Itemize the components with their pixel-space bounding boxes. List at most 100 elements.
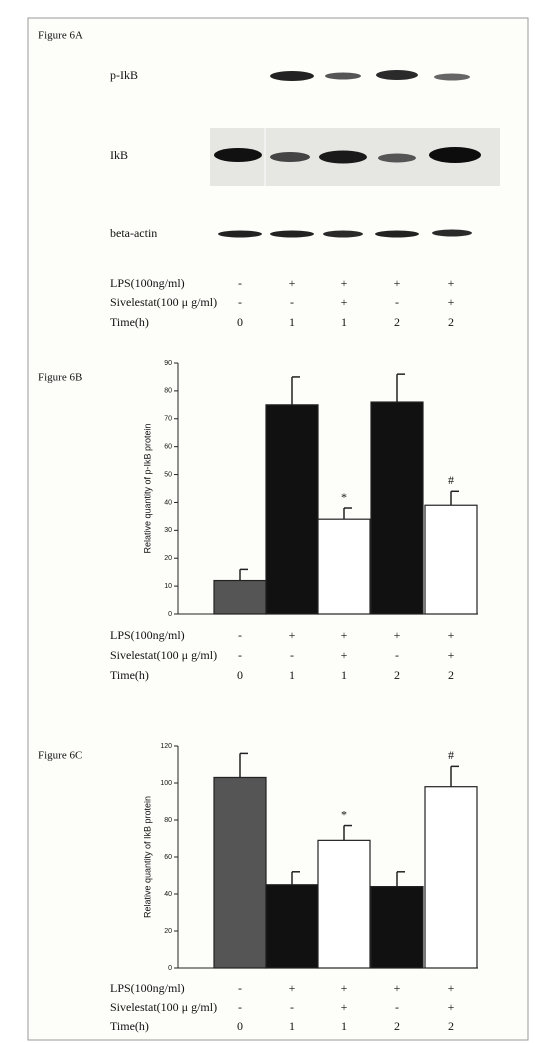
bar	[318, 519, 370, 614]
condition-value: +	[289, 276, 296, 290]
condition-value: 0	[237, 1019, 243, 1033]
condition-value: +	[341, 276, 348, 290]
condition-value: -	[238, 276, 242, 290]
y-tick-label: 80	[164, 817, 172, 824]
y-tick-label: 0	[168, 965, 172, 972]
condition-value: +	[341, 648, 348, 662]
condition-name: Time(h)	[110, 1019, 149, 1033]
y-tick-label: 90	[164, 360, 172, 367]
bar	[425, 787, 477, 968]
annotation: #	[448, 473, 454, 487]
condition-value: -	[238, 295, 242, 309]
condition-value: 0	[237, 668, 243, 682]
condition-name: LPS(100ng/ml)	[110, 981, 185, 995]
band-label: beta-actin	[110, 226, 157, 240]
y-tick-label: 80	[164, 388, 172, 395]
band	[376, 70, 418, 80]
condition-name: Time(h)	[110, 668, 149, 682]
y-axis-label: Relative quantity of p-IkB protein	[142, 423, 152, 553]
y-tick-label: 30	[164, 527, 172, 534]
y-tick-label: 40	[164, 891, 172, 898]
condition-value: +	[394, 981, 401, 995]
condition-value: 1	[341, 315, 347, 329]
band	[378, 154, 416, 163]
bar	[425, 505, 477, 614]
condition-value: -	[395, 1000, 399, 1014]
condition-value: 2	[394, 1019, 400, 1033]
condition-value: 0	[237, 315, 243, 329]
condition-value: +	[394, 276, 401, 290]
y-tick-label: 50	[164, 471, 172, 478]
y-tick-label: 60	[164, 444, 172, 451]
annotation: #	[448, 748, 454, 762]
condition-value: 1	[289, 1019, 295, 1033]
condition-value: 2	[394, 315, 400, 329]
condition-value: 1	[341, 668, 347, 682]
bar	[371, 887, 423, 968]
y-tick-label: 0	[168, 611, 172, 618]
condition-value: +	[448, 1000, 455, 1014]
condition-value: +	[341, 981, 348, 995]
band-label: p-IkB	[110, 68, 138, 82]
condition-value: 2	[394, 668, 400, 682]
condition-value: +	[289, 981, 296, 995]
y-tick-label: 10	[164, 583, 172, 590]
condition-name: Time(h)	[110, 315, 149, 329]
bar	[266, 885, 318, 968]
condition-value: +	[448, 276, 455, 290]
condition-value: +	[448, 295, 455, 309]
condition-name: Sivelestat(100 μ g/ml)	[110, 1000, 217, 1014]
condition-value: -	[290, 295, 294, 309]
bar	[214, 581, 266, 614]
condition-value: +	[341, 628, 348, 642]
condition-value: -	[290, 648, 294, 662]
condition-name: Sivelestat(100 μ g/ml)	[110, 648, 217, 662]
condition-value: 1	[341, 1019, 347, 1033]
panel-title: Figure 6A	[38, 30, 83, 42]
condition-value: -	[238, 981, 242, 995]
condition-value: -	[238, 1000, 242, 1014]
y-tick-label: 60	[164, 854, 172, 861]
panel-title: Figure 6C	[38, 750, 82, 762]
condition-value: +	[341, 1000, 348, 1014]
condition-value: 2	[448, 1019, 454, 1033]
band	[270, 71, 314, 81]
figure: Figure 6A p-IkB IkB beta-actin LPS(100ng/ml)…	[0, 0, 547, 1043]
band	[429, 147, 481, 163]
condition-value: 1	[289, 668, 295, 682]
band	[434, 74, 470, 81]
condition-value: 2	[448, 668, 454, 682]
condition-value: +	[448, 628, 455, 642]
condition-value: 1	[289, 315, 295, 329]
annotation: *	[341, 807, 347, 821]
condition-value: +	[341, 295, 348, 309]
condition-name: LPS(100ng/ml)	[110, 276, 185, 290]
band	[325, 73, 361, 80]
y-tick-label: 40	[164, 499, 172, 506]
condition-value: -	[290, 1000, 294, 1014]
bar	[371, 402, 423, 614]
condition-value: 2	[448, 315, 454, 329]
band	[432, 230, 472, 237]
y-tick-label: 70	[164, 416, 172, 423]
band	[375, 231, 419, 238]
condition-value: +	[448, 648, 455, 662]
condition-value: +	[448, 981, 455, 995]
band	[323, 231, 363, 238]
condition-value: -	[395, 648, 399, 662]
condition-value: -	[395, 295, 399, 309]
bar	[266, 405, 318, 614]
annotation: *	[341, 490, 347, 504]
bar	[318, 840, 370, 968]
band	[270, 231, 314, 238]
condition-value: -	[238, 628, 242, 642]
band	[319, 151, 367, 164]
y-tick-label: 100	[160, 780, 172, 787]
band-label: IkB	[110, 148, 128, 162]
condition-name: Sivelestat(100 μ g/ml)	[110, 295, 217, 309]
condition-value: +	[394, 628, 401, 642]
band	[270, 152, 310, 162]
y-axis-label: Relative quantity of IkB protein	[142, 796, 152, 918]
band	[214, 148, 262, 162]
y-tick-label: 20	[164, 928, 172, 935]
